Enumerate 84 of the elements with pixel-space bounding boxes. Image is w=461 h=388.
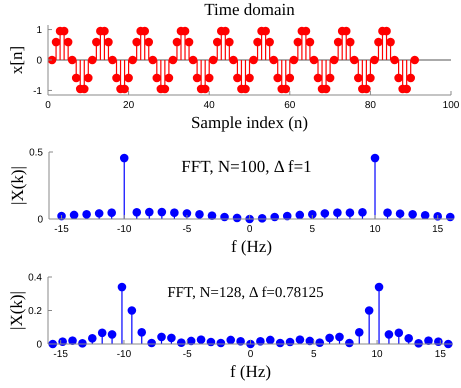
point (145, 208, 154, 216)
point (404, 334, 414, 343)
chart-title: Time domain (204, 0, 296, 19)
x-tick-label: 10 (369, 224, 382, 235)
x-tick-label: 40 (204, 100, 216, 111)
point (108, 330, 116, 339)
point (118, 282, 126, 292)
point (256, 337, 265, 346)
point (157, 332, 166, 342)
y-axis-title: x[n] (7, 46, 26, 74)
y-tick-label: 0.5 (29, 148, 44, 158)
point (132, 208, 142, 217)
point (266, 336, 275, 344)
point (70, 210, 78, 220)
x-tick-label: 0 (45, 100, 52, 111)
point (346, 208, 354, 217)
point (158, 208, 166, 216)
point (383, 208, 392, 217)
x-tick-label: 5 (310, 224, 316, 235)
point (236, 337, 245, 346)
point (394, 328, 404, 338)
point (364, 306, 374, 315)
point (196, 335, 206, 344)
x-tick-label: 0 (246, 224, 253, 235)
x-tick-label: 0 (248, 349, 254, 360)
y-tick-label: 1 (36, 25, 42, 36)
point (98, 328, 106, 338)
x-tick-label: 80 (364, 100, 376, 111)
point (325, 334, 334, 342)
point (320, 209, 330, 218)
point (374, 282, 384, 292)
point (384, 330, 394, 339)
point (82, 210, 91, 219)
x-tick-label: -5 (182, 349, 192, 360)
y-tick-label: 0 (36, 340, 42, 350)
point (68, 336, 77, 345)
point (335, 332, 344, 342)
point (370, 154, 380, 162)
point (137, 328, 146, 337)
y-tick-label: 0 (37, 214, 44, 226)
point (396, 209, 404, 218)
point (120, 154, 129, 162)
point (128, 306, 136, 315)
x-tick-label: -15 (53, 349, 68, 360)
point (94, 209, 104, 218)
point (88, 334, 97, 343)
point (358, 208, 367, 217)
point (354, 328, 364, 337)
y-axis-title: |X(k)| (8, 166, 27, 205)
point (295, 210, 304, 220)
point (424, 336, 433, 345)
x-tick-label: 20 (123, 100, 135, 111)
x-tick-label: 60 (284, 100, 296, 111)
point (333, 208, 342, 217)
y-axis-title: |X(k)| (7, 291, 26, 330)
y-tick-label: 0.2 (28, 306, 42, 317)
point (170, 208, 179, 217)
point (308, 210, 317, 219)
x-axis-title: f (Hz) (230, 237, 272, 256)
y-tick-label: -1 (33, 86, 42, 97)
point (182, 209, 192, 218)
y-tick-label: 0.4 (28, 272, 42, 284)
x-tick-label: 15 (434, 349, 446, 360)
annotation: FFT, N=100, Δ f=1 (181, 157, 312, 176)
x-axis-title: Sample index (n) (190, 113, 308, 132)
point (408, 210, 417, 219)
point (195, 210, 204, 219)
x-tick-label: -5 (182, 224, 192, 235)
x-tick-label: 5 (311, 349, 317, 360)
x-tick-label: -10 (117, 224, 132, 235)
x-tick-label: 10 (372, 349, 384, 360)
x-tick-label: -10 (116, 349, 132, 360)
point (296, 335, 304, 344)
point (282, 212, 292, 220)
annotation: FFT, N=128, Δ f=0.78125 (167, 285, 324, 301)
x-tick-label: -15 (54, 224, 70, 235)
point (208, 211, 216, 220)
point (226, 336, 236, 344)
point (107, 208, 116, 217)
x-axis-title: f (Hz) (230, 362, 272, 381)
x-tick-label: 100 (442, 100, 460, 111)
y-tick-label: 0 (36, 56, 42, 66)
x-tick-label: 15 (432, 224, 444, 235)
point (167, 334, 176, 342)
